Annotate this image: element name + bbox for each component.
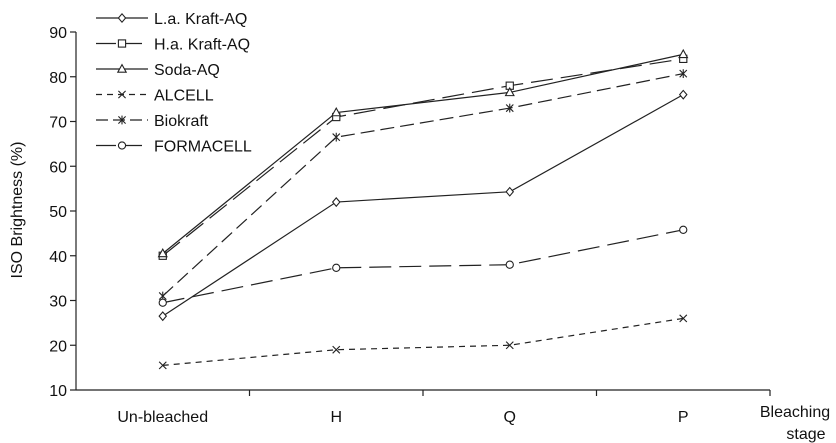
axes (75, 32, 770, 391)
data-point (504, 86, 515, 97)
series-layer (157, 48, 689, 370)
series-line (162, 73, 684, 297)
data-point (331, 107, 342, 117)
x-tick-label: H (330, 409, 342, 426)
legend-label: H.a. Kraft-AQ (154, 37, 250, 54)
data-point (331, 197, 341, 208)
x-axis-title-continued: stage (786, 426, 825, 443)
data-point (678, 89, 688, 100)
x-axis-title: Bleaching (760, 404, 830, 421)
data-point (679, 225, 688, 234)
y-tick-label: 50 (49, 204, 67, 221)
data-point (117, 39, 127, 48)
data-point (118, 90, 126, 99)
x-tick-label: P (678, 409, 689, 426)
data-point (332, 132, 341, 142)
data-point (157, 247, 168, 258)
legend-label: Soda-AQ (154, 62, 220, 79)
data-point (505, 341, 514, 350)
y-tick-label: 20 (49, 338, 67, 355)
y-tick-label: 30 (49, 294, 67, 311)
legend-item: Biokraft (96, 113, 209, 130)
legend-item: L.a. Kraft-AQ (96, 11, 247, 28)
data-point (679, 69, 688, 79)
data-point (158, 311, 168, 322)
legend: L.a. Kraft-AQ H.a. Kraft-AQ Soda-AQ ALCELL B… (96, 11, 252, 156)
y-tick-label: 40 (49, 249, 67, 266)
legend-label: ALCELL (154, 88, 214, 105)
x-axis-ticks: Un-bleached H Q P (117, 390, 771, 426)
series-l-a-kraft-aq (158, 89, 688, 322)
legend-item: FORMACELL (96, 139, 252, 156)
series-line (162, 53, 684, 254)
series-line (162, 317, 684, 366)
data-point (332, 345, 341, 354)
series-soda-aq (157, 48, 689, 258)
series-formacell (158, 225, 688, 307)
legend-label: L.a. Kraft-AQ (154, 11, 247, 28)
data-point (505, 103, 514, 113)
data-point (117, 12, 127, 24)
y-tick-label: 10 (49, 383, 67, 400)
series-alcell (158, 314, 688, 370)
data-point (118, 115, 126, 125)
legend-item: H.a. Kraft-AQ (96, 37, 250, 54)
data-point (678, 48, 689, 59)
data-point (679, 314, 688, 323)
y-tick-label: 90 (49, 25, 67, 42)
series-biokraft (158, 69, 688, 301)
y-axis-ticks: 10 20 30 40 50 60 70 80 90 (49, 25, 76, 400)
series-h-a-kraft-aq (158, 54, 688, 260)
series-line (162, 229, 684, 304)
data-point (117, 141, 127, 150)
legend-label: Biokraft (154, 113, 209, 130)
x-tick-label: Q (504, 409, 516, 426)
data-point (158, 298, 167, 307)
data-point (116, 63, 128, 73)
series-line (162, 58, 684, 257)
data-point (332, 263, 341, 272)
legend-label: FORMACELL (154, 139, 252, 156)
series-line (162, 94, 684, 317)
y-tick-label: 70 (49, 115, 67, 132)
data-point (505, 260, 514, 269)
legend-item: ALCELL (96, 88, 214, 105)
data-point (158, 361, 167, 370)
x-tick-label: Un-bleached (117, 409, 208, 426)
data-point (505, 186, 515, 197)
y-axis-title: ISO Brightness (%) (9, 142, 26, 279)
y-tick-label: 60 (49, 159, 67, 176)
legend-item: Soda-AQ (96, 62, 220, 79)
y-tick-label: 80 (49, 70, 67, 87)
